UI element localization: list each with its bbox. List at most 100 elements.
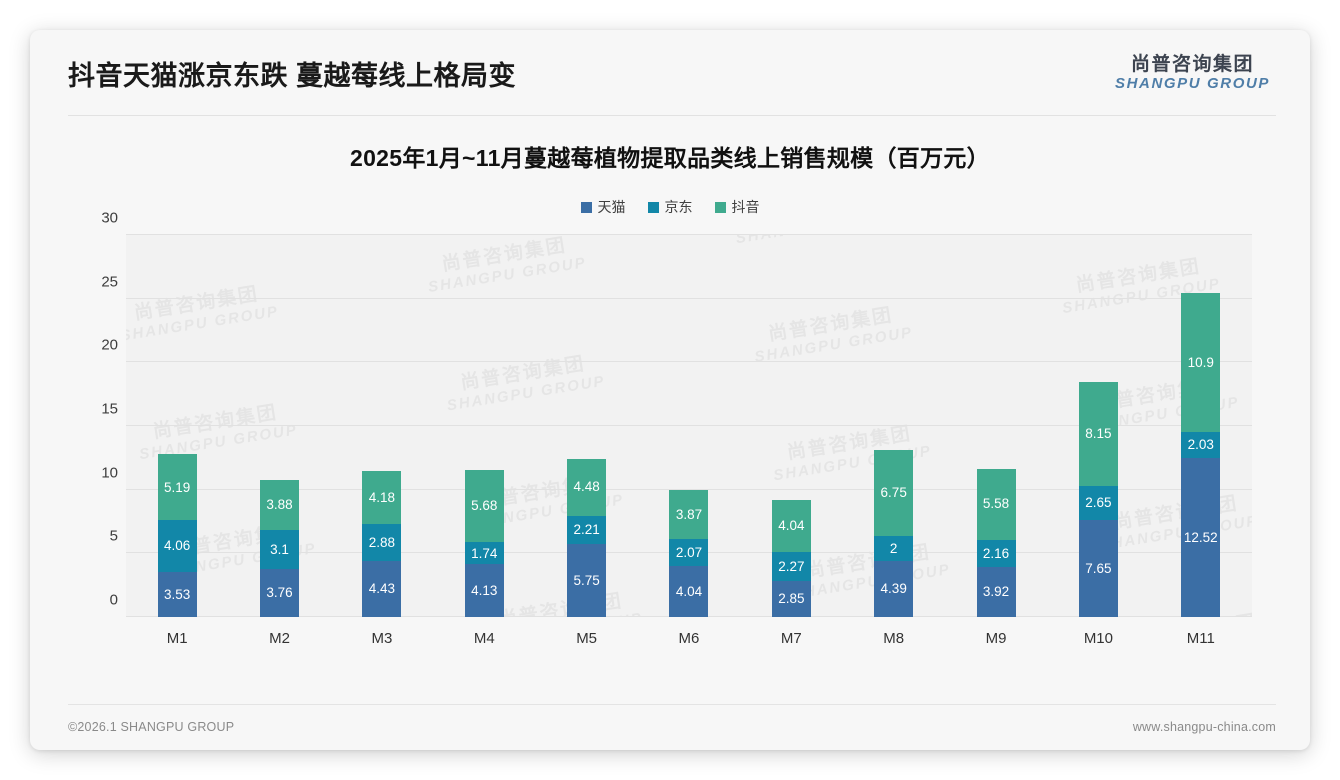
bar-column-M1[interactable]: 3.53 4.06 5.19 <box>126 235 228 617</box>
bar-segment-天猫[interactable]: 5.75 <box>567 543 607 617</box>
bar-segment-抖音[interactable]: 3.88 <box>260 480 300 530</box>
legend-label: 京东 <box>664 199 693 215</box>
bar-value-label: 2.65 <box>1085 494 1112 510</box>
chart-title: 2025年1月~11月蔓越莓植物提取品类线上销售规模（百万元） <box>349 145 990 171</box>
bar-value-label: 3.1 <box>270 541 289 557</box>
brand-logo: 尚普咨询集团 SHANGPU GROUP <box>1115 54 1276 92</box>
legend-swatch-icon <box>647 201 659 213</box>
x-axis-tick-label: M3 <box>371 629 393 647</box>
bar-value-label: 5.58 <box>982 496 1010 512</box>
footer-website[interactable]: www.shangpu-china.com <box>1132 720 1276 734</box>
bar-segment-抖音[interactable]: 4.18 <box>362 470 402 524</box>
bar-segment-天猫[interactable]: 3.76 <box>260 569 300 617</box>
bar-value-label: 4.48 <box>573 479 600 495</box>
legend-item-天猫[interactable]: 天猫 <box>580 197 626 217</box>
bar-value-label: 2.85 <box>778 591 805 607</box>
bar-column-M7[interactable]: 2.85 2.27 4.04 <box>740 235 842 617</box>
bar-segment-抖音[interactable]: 3.87 <box>669 489 709 540</box>
bar-value-label: 2 <box>889 540 898 556</box>
bar-column-M5[interactable]: 5.75 2.21 4.48 <box>535 235 637 617</box>
bar-segment-天猫[interactable]: 4.43 <box>362 560 402 617</box>
bar-value-label: 8.15 <box>1085 426 1112 442</box>
bar-series-container: 3.53 4.06 5.19 3.76 3.1 3.88 4.43 2.88 4.18 4.13 1… <box>126 235 1252 617</box>
bar-column-M6[interactable]: 4.04 2.07 3.87 <box>638 235 740 617</box>
bar-value-label: 4.43 <box>368 581 396 597</box>
bar-value-label: 4.39 <box>880 581 907 597</box>
bar-segment-京东[interactable]: 2.27 <box>771 551 811 581</box>
bar-value-label: 2.16 <box>982 545 1010 561</box>
bar-segment-京东[interactable]: 2 <box>874 535 914 562</box>
bar-column-M11[interactable]: 12.52 2.03 10.9 <box>1150 235 1252 617</box>
bar-value-label: 6.75 <box>880 484 907 500</box>
logo-english-text: SHANGPU GROUP <box>1115 74 1270 92</box>
legend-item-抖音[interactable]: 抖音 <box>714 197 760 217</box>
x-axis-tick-label: M7 <box>780 629 802 647</box>
bar-value-label: 10.9 <box>1187 354 1214 370</box>
bar-column-M8[interactable]: 4.39 2 6.75 <box>843 235 945 617</box>
bar-column-M10[interactable]: 7.65 2.65 8.15 <box>1047 235 1149 617</box>
bar-segment-抖音[interactable]: 4.04 <box>771 500 811 552</box>
chart-legend: 天猫 京东 抖音 <box>30 197 1310 217</box>
bar-segment-天猫[interactable]: 2.85 <box>771 580 811 617</box>
legend-item-京东[interactable]: 京东 <box>647 197 693 217</box>
bar-segment-京东[interactable]: 2.07 <box>669 539 709 566</box>
bar-value-label: 2.21 <box>573 521 600 537</box>
bar-value-label: 3.53 <box>164 586 191 602</box>
bar-stack: 7.65 2.65 8.15 <box>1078 382 1118 617</box>
bar-value-label: 3.92 <box>982 584 1010 600</box>
x-axis-tick-label: M9 <box>985 629 1007 647</box>
bar-segment-抖音[interactable]: 5.19 <box>157 454 197 521</box>
header-divider <box>68 115 1276 116</box>
y-axis-tick-label: 25 <box>101 273 118 291</box>
bar-segment-京东[interactable]: 2.03 <box>1181 431 1221 458</box>
page-title: 抖音天猫涨京东跌 蔓越莓线上格局变 <box>68 60 517 91</box>
bar-value-label: 2.03 <box>1187 436 1214 452</box>
bar-column-M9[interactable]: 3.92 2.16 5.58 <box>945 235 1047 617</box>
chart-area: 尚普咨询集团 SHANGPU GROUP 尚普咨询集团 SHANGPU GROUP 尚普… <box>66 210 1266 655</box>
x-axis-tick-label: M4 <box>473 629 495 647</box>
bar-segment-京东[interactable]: 3.1 <box>260 529 300 570</box>
bar-value-label: 2.88 <box>368 534 396 550</box>
bar-stack: 3.53 4.06 5.19 <box>157 454 197 617</box>
bar-segment-抖音[interactable]: 5.58 <box>976 468 1016 540</box>
bar-segment-天猫[interactable]: 12.52 <box>1181 457 1221 617</box>
bar-segment-京东[interactable]: 2.88 <box>362 523 402 561</box>
footer-copyright: ©2026.1 SHANGPU GROUP <box>68 720 235 734</box>
bar-segment-京东[interactable]: 2.16 <box>976 539 1016 568</box>
y-axis-tick-label: 0 <box>109 591 118 609</box>
bar-segment-抖音[interactable]: 6.75 <box>874 449 914 536</box>
bar-column-M4[interactable]: 4.13 1.74 5.68 <box>433 235 535 617</box>
bar-value-label: 12.52 <box>1183 529 1218 545</box>
y-axis-tick-label: 10 <box>101 464 118 482</box>
bar-stack: 4.39 2 6.75 <box>874 449 914 617</box>
bar-value-label: 5.68 <box>471 498 498 514</box>
bar-segment-天猫[interactable]: 4.04 <box>669 565 709 617</box>
bar-value-label: 2.07 <box>675 544 703 560</box>
legend-label: 抖音 <box>731 199 760 215</box>
bar-stack: 3.92 2.16 5.58 <box>976 468 1016 617</box>
bar-segment-天猫[interactable]: 7.65 <box>1078 519 1118 617</box>
bar-segment-抖音[interactable]: 10.9 <box>1181 292 1221 432</box>
x-axis-tick-label: M1 <box>166 629 188 647</box>
x-axis-tick-label: M8 <box>883 629 905 647</box>
bar-column-M2[interactable]: 3.76 3.1 3.88 <box>228 235 330 617</box>
bar-segment-抖音[interactable]: 4.48 <box>567 458 607 516</box>
bar-segment-京东[interactable]: 2.65 <box>1078 485 1118 520</box>
bar-stack: 4.43 2.88 4.18 <box>362 470 402 617</box>
bar-segment-天猫[interactable]: 4.39 <box>874 561 914 617</box>
bar-segment-京东[interactable]: 1.74 <box>464 542 504 565</box>
bar-segment-天猫[interactable]: 4.13 <box>464 564 504 617</box>
bar-segment-天猫[interactable]: 3.92 <box>976 567 1016 617</box>
footer-divider <box>68 704 1276 705</box>
bar-column-M3[interactable]: 4.43 2.88 4.18 <box>331 235 433 617</box>
bar-stack: 4.13 1.74 5.68 <box>464 469 504 617</box>
bar-segment-京东[interactable]: 4.06 <box>157 520 197 573</box>
bar-segment-抖音[interactable]: 8.15 <box>1078 382 1118 486</box>
bar-segment-天猫[interactable]: 3.53 <box>157 572 197 617</box>
legend-swatch-icon <box>714 201 726 213</box>
bar-value-label: 4.18 <box>368 489 396 505</box>
bar-value-label: 4.13 <box>471 582 498 598</box>
bar-segment-京东[interactable]: 2.21 <box>567 515 607 544</box>
bar-value-label: 4.04 <box>778 518 805 534</box>
bar-segment-抖音[interactable]: 5.68 <box>464 469 504 543</box>
